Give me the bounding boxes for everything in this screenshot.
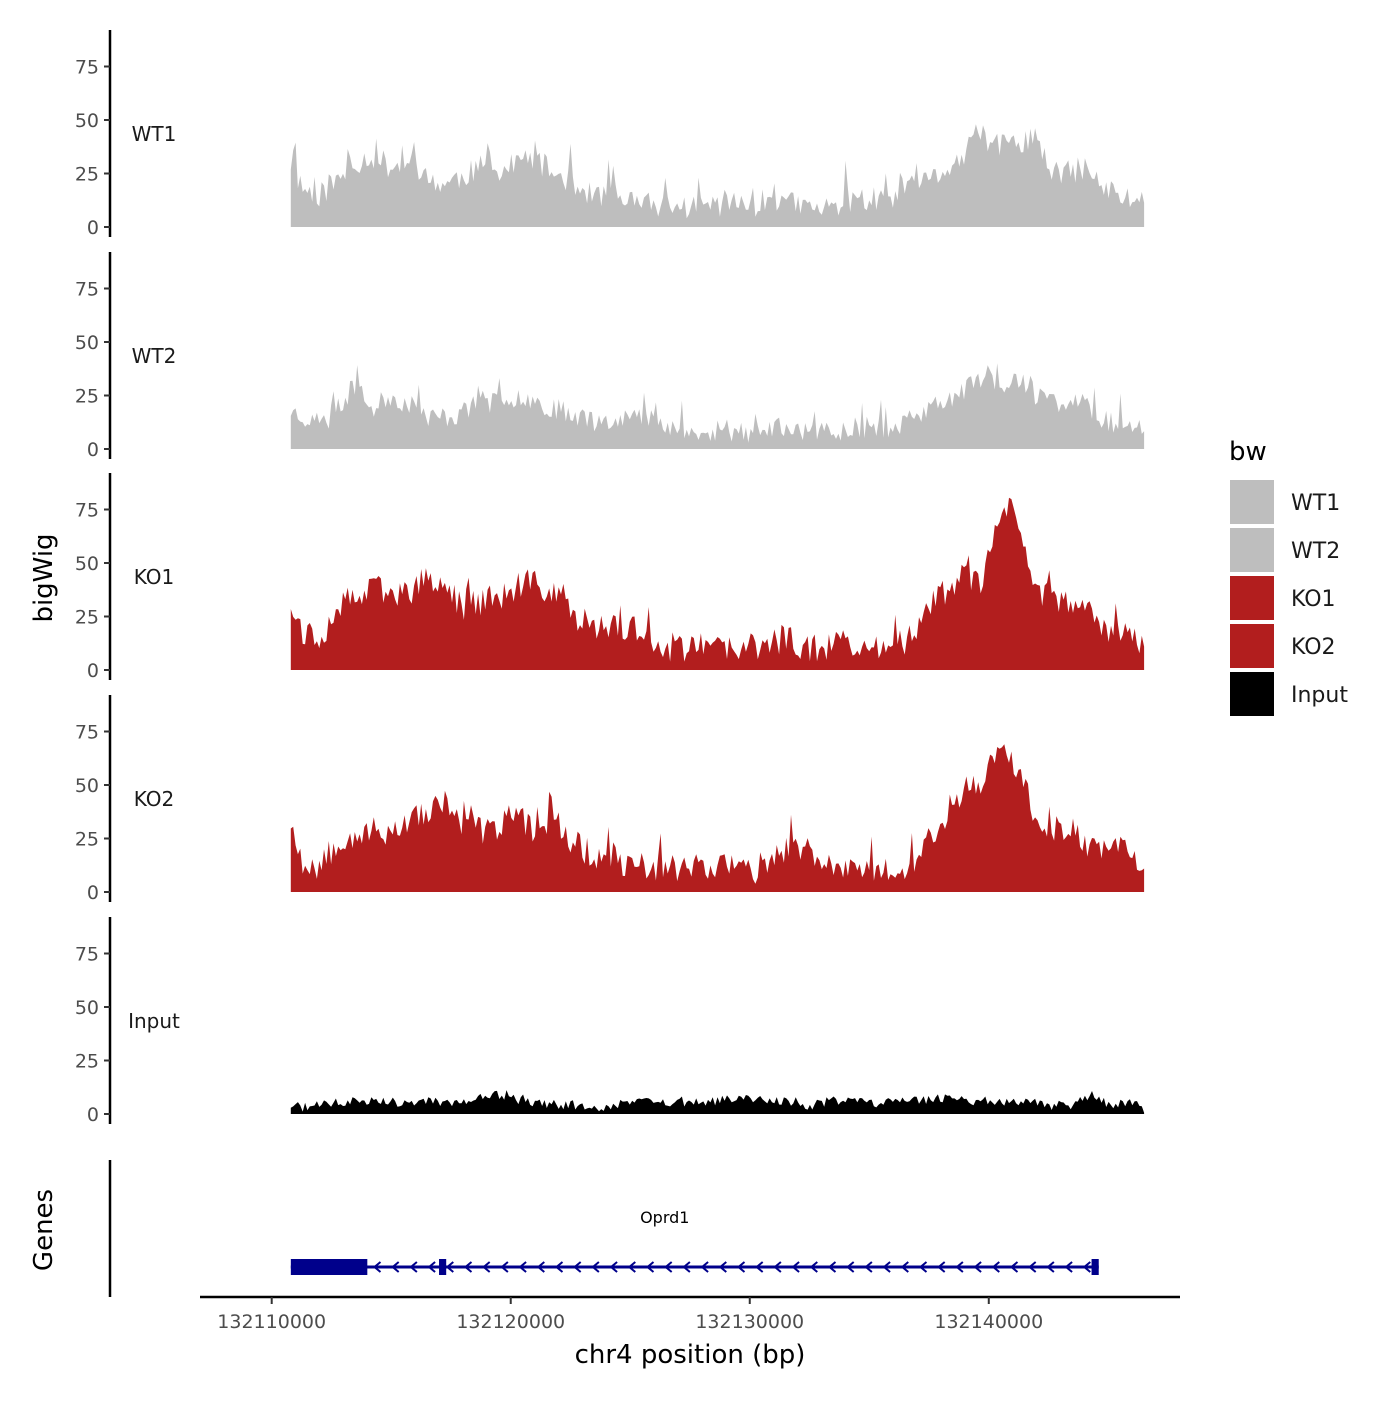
legend-label-input: Input bbox=[1291, 683, 1348, 708]
y-tick-label-ko1-75: 75 bbox=[75, 500, 99, 522]
track-label-wt2: WT2 bbox=[132, 344, 177, 368]
y-tick-label-ko2-0: 0 bbox=[87, 882, 99, 904]
area-wt1 bbox=[290, 124, 1145, 227]
x-axis-title: chr4 position (bp) bbox=[575, 1340, 806, 1370]
track-panel-ko2: 0 25 50 75 KO2 bbox=[75, 695, 1145, 904]
y-tick-label-ko2-25: 25 bbox=[75, 829, 99, 851]
y-axis-title: bigWig bbox=[29, 533, 59, 622]
y-tick-label-ko1-25: 25 bbox=[75, 607, 99, 629]
gene-exon-2 bbox=[439, 1259, 447, 1275]
gene-exon-3 bbox=[1091, 1259, 1099, 1275]
y-tick-label-wt2-50: 50 bbox=[75, 332, 99, 354]
track-panels: 0 25 50 75 WT1 0 25 50 75 WT2 0 25 50 75 KO1 0 25 50 75 KO2… bbox=[75, 30, 1145, 1126]
legend-label-wt2: WT2 bbox=[1291, 539, 1340, 564]
track-panel-wt1: 0 25 50 75 WT1 bbox=[75, 30, 1145, 239]
track-panel-wt2: 0 25 50 75 WT2 bbox=[75, 252, 1145, 461]
y-tick-label-wt1-25: 25 bbox=[75, 164, 99, 186]
y-tick-label-input-25: 25 bbox=[75, 1051, 99, 1073]
gene-label: Oprd1 bbox=[640, 1208, 689, 1227]
legend-key-ko1 bbox=[1230, 576, 1274, 620]
y-tick-label-ko1-50: 50 bbox=[75, 553, 99, 575]
area-ko2 bbox=[290, 744, 1145, 892]
legend-key-wt2 bbox=[1230, 528, 1274, 572]
track-label-ko1: KO1 bbox=[134, 565, 175, 589]
y-tick-label-wt2-0: 0 bbox=[87, 439, 99, 461]
y-tick-label-wt1-75: 75 bbox=[75, 57, 99, 79]
y-tick-label-wt2-75: 75 bbox=[75, 279, 99, 301]
track-label-input: Input bbox=[128, 1009, 180, 1033]
x-tick-label-2: 132130000 bbox=[695, 1311, 804, 1333]
area-ko1 bbox=[290, 497, 1145, 670]
legend-label-wt1: WT1 bbox=[1291, 491, 1340, 516]
y-tick-label-wt2-25: 25 bbox=[75, 386, 99, 408]
legend-key-input bbox=[1230, 672, 1274, 716]
legend-label-ko2: KO2 bbox=[1291, 635, 1336, 660]
y-tick-label-ko1-0: 0 bbox=[87, 660, 99, 682]
y-tick-label-ko2-50: 50 bbox=[75, 775, 99, 797]
strand-arrows bbox=[372, 1261, 1091, 1273]
y-tick-label-wt1-0: 0 bbox=[87, 217, 99, 239]
legend-title: bw bbox=[1229, 437, 1267, 467]
track-label-wt1: WT1 bbox=[132, 122, 177, 146]
y-tick-label-input-75: 75 bbox=[75, 944, 99, 966]
track-label-ko2: KO2 bbox=[134, 787, 175, 811]
y-tick-label-wt1-50: 50 bbox=[75, 110, 99, 132]
y-tick-label-input-0: 0 bbox=[87, 1104, 99, 1126]
legend: bw WT1 WT2 KO1 KO2 Input bbox=[1229, 437, 1348, 716]
x-tick-label-0: 132110000 bbox=[217, 1311, 326, 1333]
y-tick-label-ko2-75: 75 bbox=[75, 722, 99, 744]
track-panel-ko1: 0 25 50 75 KO1 bbox=[75, 473, 1145, 682]
area-input bbox=[290, 1090, 1145, 1114]
genes-axis-title: Genes bbox=[29, 1189, 59, 1271]
genes-panel: Oprd1 bbox=[108, 1160, 1099, 1297]
x-axis: 132110000 132120000 132130000 132140000 bbox=[200, 1295, 1180, 1333]
area-wt2 bbox=[290, 363, 1145, 449]
gene-exon-1 bbox=[290, 1259, 368, 1275]
x-tick-label-3: 132140000 bbox=[934, 1311, 1043, 1333]
track-panel-input: 0 25 50 75 Input bbox=[75, 917, 1145, 1126]
legend-label-ko1: KO1 bbox=[1291, 587, 1336, 612]
legend-key-wt1 bbox=[1230, 480, 1274, 524]
x-tick-label-1: 132120000 bbox=[456, 1311, 565, 1333]
y-tick-label-input-50: 50 bbox=[75, 997, 99, 1019]
legend-key-ko2 bbox=[1230, 624, 1274, 668]
